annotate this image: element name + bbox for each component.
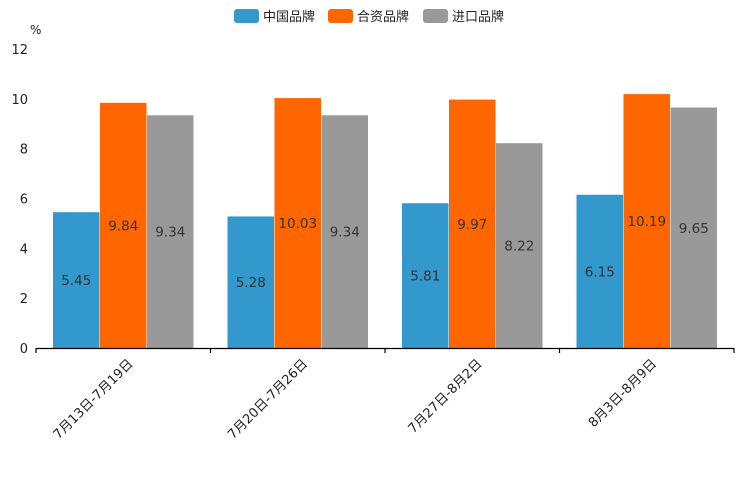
x-category-label: 7月13日-7月19日 [51, 357, 137, 443]
bar-1-2 [100, 102, 147, 348]
bar-value-label: 10.19 [627, 214, 666, 230]
bar-value-label: 9.65 [679, 221, 709, 237]
y-tick-label: 0 [20, 342, 28, 357]
y-axis-unit: % [30, 23, 41, 37]
legend: 中国品牌 合资品牌 进口品牌 [234, 9, 504, 25]
bar-value-label: 8.22 [504, 239, 534, 255]
y-tick-label: 6 [20, 193, 28, 208]
bar-value-label: 5.28 [236, 275, 266, 291]
y-tick-label: 4 [20, 242, 28, 257]
bar-4-1 [576, 194, 623, 348]
bars [53, 94, 717, 348]
y-tick-label: 2 [20, 292, 28, 307]
x-axis: 7月13日-7月19日 7月20日-7月26日 7月27日-8月2日 8月3日-8月9… [35, 347, 735, 443]
bar-3-2 [449, 99, 496, 348]
bar-4-2 [623, 94, 670, 348]
bar-1-1 [53, 212, 100, 348]
bar-value-label: 9.34 [155, 225, 185, 241]
bar-value-label: 5.81 [410, 269, 440, 285]
bar-value-label: 10.03 [278, 216, 317, 232]
bar-2-2 [274, 98, 321, 348]
bar-2-3 [321, 115, 368, 348]
legend-label-2: 合资品牌 [357, 9, 409, 25]
data-labels: 5.45 9.84 9.34 5.28 10.03 9.34 5.81 9.97 8.22 6.1… [61, 214, 709, 291]
bar-4-3 [670, 107, 717, 348]
y-tick-label: 12 [11, 43, 28, 58]
bar-value-label: 6.15 [585, 264, 615, 280]
legend-swatch-3 [423, 9, 448, 23]
bar-2-1 [227, 216, 274, 348]
bar-value-label: 9.97 [457, 217, 487, 233]
x-category-label: 8月3日-8月9日 [586, 357, 660, 431]
legend-label-3: 进口品牌 [452, 9, 504, 25]
bar-value-label: 9.84 [108, 218, 138, 234]
x-category-label: 7月20日-7月26日 [225, 357, 311, 443]
x-category-label: 7月27日-8月2日 [406, 357, 486, 437]
legend-swatch-2 [328, 9, 353, 23]
y-tick-label: 8 [20, 143, 28, 158]
y-tick-label: 10 [11, 93, 28, 108]
legend-label-1: 中国品牌 [263, 9, 315, 25]
bar-3-1 [402, 203, 449, 348]
y-axis: 0 2 4 6 8 10 12 [11, 43, 28, 357]
bar-1-3 [147, 115, 194, 348]
legend-swatch-1 [234, 9, 259, 23]
bar-value-label: 5.45 [61, 273, 91, 289]
bar-3-3 [496, 143, 543, 348]
bar-value-label: 9.34 [330, 225, 360, 241]
